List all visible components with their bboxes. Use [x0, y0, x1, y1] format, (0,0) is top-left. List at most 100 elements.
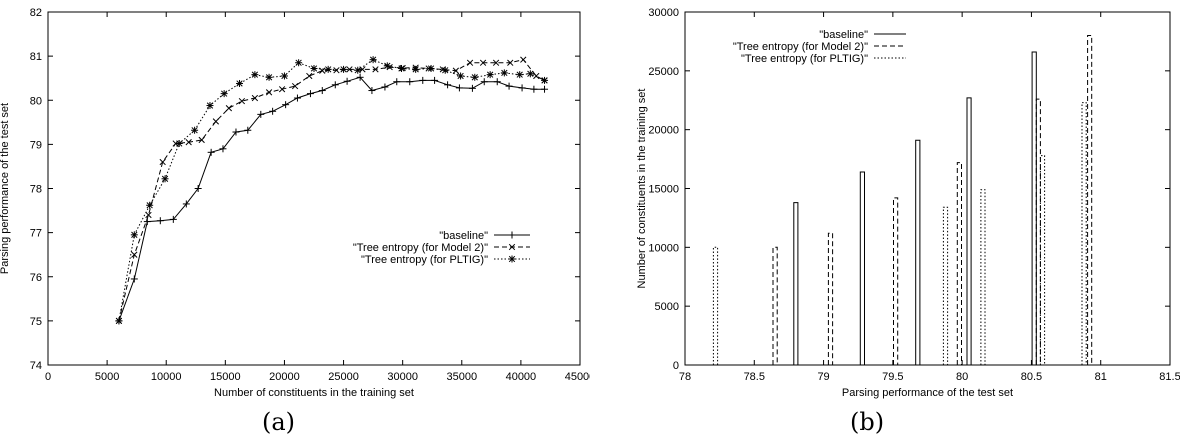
- data-point: [115, 317, 123, 325]
- data-point: [520, 56, 527, 63]
- data-point: [251, 71, 259, 79]
- data-point: [333, 67, 340, 74]
- y-tick-label: 0: [673, 360, 679, 372]
- data-point: [441, 66, 449, 74]
- x-tick-label: 15000: [210, 371, 241, 383]
- x-tick-label: 10000: [151, 371, 182, 383]
- data-point: [500, 69, 508, 77]
- caption-b: (b): [850, 408, 885, 436]
- bar-series-1: [793, 202, 799, 365]
- data-point: [145, 211, 152, 219]
- data-point: [198, 136, 205, 144]
- y-tick-label: 81: [30, 51, 42, 63]
- legend-label: "Tree entropy (for Model 2)": [353, 242, 488, 254]
- data-point: [507, 59, 514, 66]
- data-point: [541, 85, 549, 93]
- data-point: [257, 110, 265, 118]
- data-point: [331, 81, 339, 89]
- data-point: [406, 78, 414, 86]
- data-point: [356, 73, 364, 81]
- legend-label: "Tree entropy (for PLTIG)": [361, 254, 488, 266]
- data-point: [479, 59, 487, 66]
- data-point: [319, 67, 326, 74]
- legend-label: "baseline": [819, 29, 868, 41]
- data-point: [278, 86, 286, 93]
- legend-label: "Tree entropy (for Model 2)": [733, 41, 868, 53]
- data-point: [346, 66, 353, 73]
- data-point: [518, 84, 526, 92]
- data-point: [419, 76, 427, 84]
- bar-chart: 78 78.5 79 79.5 80 80.5 81 81.5 0 5000 10000 15000 2…: [636, 7, 1180, 399]
- data-point: [282, 101, 290, 109]
- bar-series-2: [1035, 98, 1041, 365]
- bar-series-3: [712, 246, 719, 365]
- bar-series-1: [1031, 51, 1037, 365]
- data-point: [306, 72, 313, 80]
- data-point: [295, 59, 303, 67]
- bar-series-2: [956, 162, 962, 365]
- y-tick-label: 79: [30, 139, 42, 151]
- data-point: [452, 67, 460, 74]
- x-tick-label: 0: [45, 371, 51, 383]
- data-point: [369, 56, 377, 64]
- y-tick-label: 15000: [648, 184, 679, 196]
- y-tick-label: 77: [30, 228, 42, 240]
- bar-series-3: [980, 189, 986, 365]
- bar-series-3: [942, 206, 949, 365]
- data-point: [206, 102, 214, 110]
- panel-b: 78 78.5 79 79.5 80 80.5 81 81.5 0 5000 10000 15000 2…: [590, 0, 1180, 439]
- data-point: [541, 76, 549, 84]
- data-point: [265, 73, 273, 81]
- data-point: [505, 82, 513, 90]
- y-tick-label: 5000: [655, 301, 679, 313]
- bar-series-1: [966, 97, 972, 365]
- data-point: [431, 76, 439, 84]
- plot-frame: [684, 11, 1171, 366]
- panel-a: 0 5000 10000 15000 20000 25000 30000 35000 40000…: [0, 7, 590, 399]
- x-tick-label: 79.5: [882, 371, 903, 383]
- data-point: [212, 118, 220, 125]
- data-point: [310, 64, 318, 72]
- y-tick-label: 30000: [648, 7, 679, 19]
- legend-marker: [508, 243, 516, 251]
- y-tick-label: 74: [30, 360, 42, 372]
- data-point: [191, 126, 199, 134]
- x-tick-label: 80: [956, 371, 968, 383]
- data-point: [306, 90, 314, 98]
- plot-frame: [47, 11, 581, 366]
- bar-series-2: [772, 246, 778, 365]
- y-tick-label: 76: [30, 272, 42, 284]
- y-tick-label: 25000: [648, 66, 679, 78]
- data-point: [269, 107, 277, 115]
- data-point: [457, 72, 465, 80]
- data-point: [161, 175, 169, 183]
- data-point: [368, 87, 376, 95]
- data-point: [146, 201, 154, 209]
- bar-series-2: [827, 232, 834, 365]
- line-chart: 0 5000 10000 15000 20000 25000 30000 35000 40000…: [0, 7, 590, 399]
- y-tick-label: 75: [30, 316, 42, 328]
- data-point: [324, 65, 332, 73]
- data-point: [156, 217, 164, 225]
- x-tick-label: 40000: [506, 371, 537, 383]
- data-point: [493, 78, 501, 86]
- legend-marker: [508, 231, 516, 239]
- data-point: [455, 84, 463, 92]
- y-axis-title: Parsing performance of the test set: [0, 103, 11, 274]
- y-tick-label: 20000: [648, 125, 679, 137]
- bar-series-2: [893, 197, 899, 365]
- x-tick-label: 30000: [387, 371, 418, 383]
- y-tick-label: 78: [30, 184, 42, 196]
- data-point: [466, 59, 474, 66]
- legend-marker: [508, 255, 516, 263]
- data-point: [194, 185, 202, 192]
- data-point: [468, 84, 476, 92]
- x-tick-label: 81: [1095, 371, 1107, 383]
- legend-label: "Tree entropy (for PLTIG)": [741, 53, 868, 65]
- data-point: [182, 200, 190, 208]
- data-point: [480, 78, 488, 86]
- data-point: [397, 64, 405, 72]
- bar-series-1: [859, 171, 865, 365]
- data-point: [381, 83, 389, 91]
- data-point: [427, 64, 435, 72]
